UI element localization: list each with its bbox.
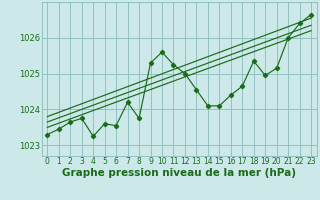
X-axis label: Graphe pression niveau de la mer (hPa): Graphe pression niveau de la mer (hPa) — [62, 168, 296, 178]
